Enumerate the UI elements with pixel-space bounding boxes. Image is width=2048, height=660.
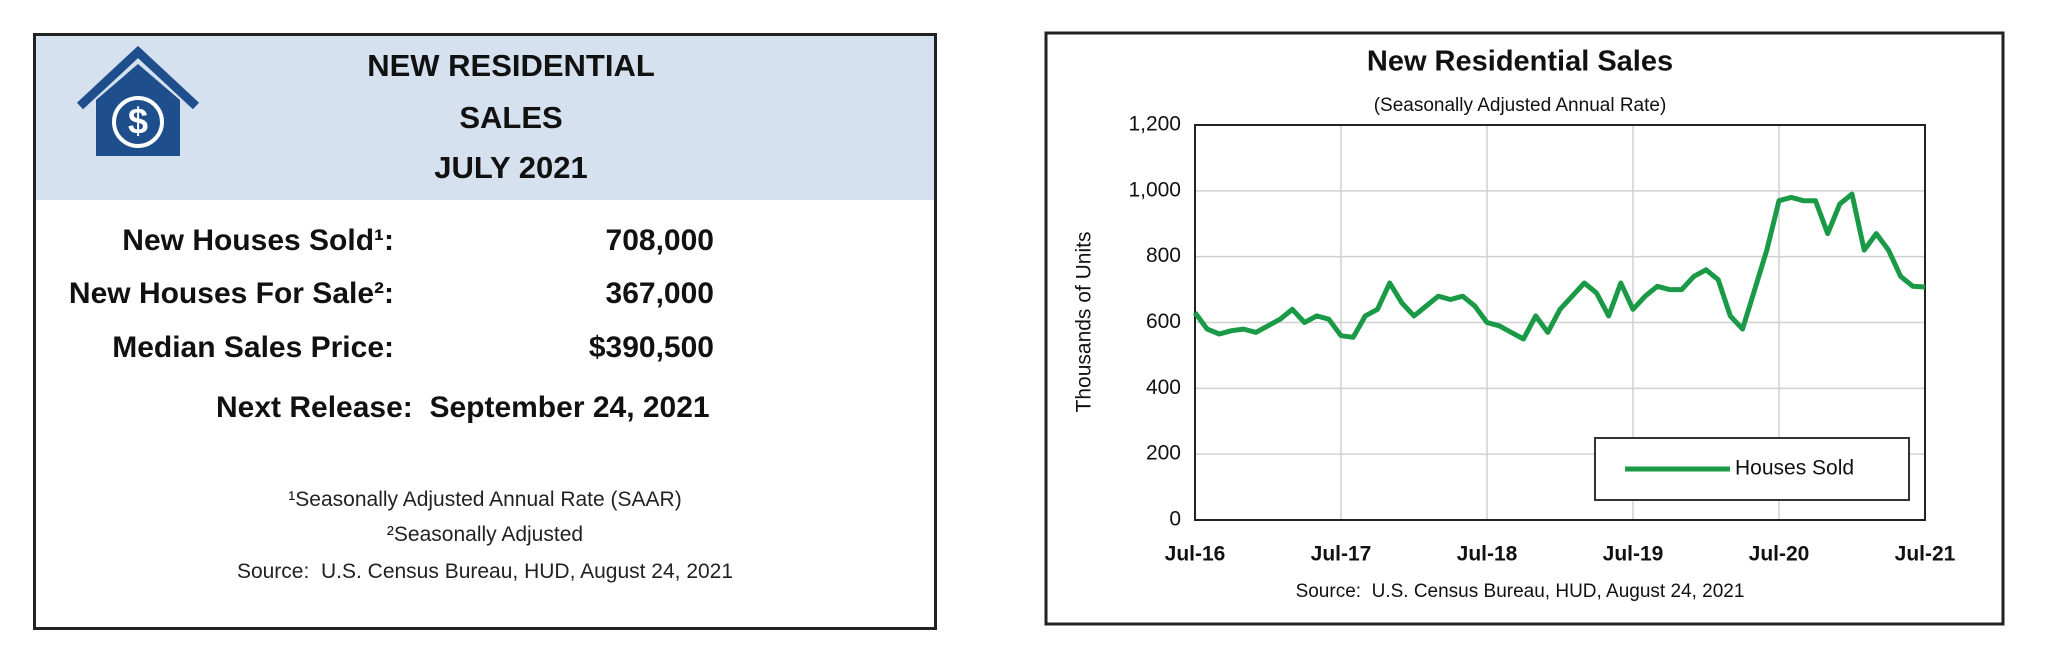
row-value: 367,000 xyxy=(605,277,714,310)
y-tick-label: 1,000 xyxy=(1128,178,1181,201)
house-icon: $ xyxy=(76,45,200,156)
legend-label: Houses Sold xyxy=(1735,457,1854,480)
series-line xyxy=(1192,191,1926,342)
header-title: JULY 2021 xyxy=(434,150,588,185)
row-value: $390,500 xyxy=(588,331,714,364)
y-tick-label: 600 xyxy=(1146,310,1181,333)
row-label: New Houses Sold¹: xyxy=(122,224,394,257)
x-tick-label: Jul-19 xyxy=(1603,543,1664,566)
x-tick-label: Jul-21 xyxy=(1895,543,1956,566)
y-tick-label: 200 xyxy=(1146,442,1181,465)
chart-frame xyxy=(1044,31,2005,626)
y-tick-label: 1,200 xyxy=(1128,113,1181,136)
svg-text:$: $ xyxy=(128,101,148,142)
plot-frame xyxy=(1194,124,1926,521)
y-tick-label: 400 xyxy=(1146,376,1181,399)
next-release: Next Release: September 24, 2021 xyxy=(216,391,710,424)
y-axis-label: Thousands of Units xyxy=(1073,232,1096,413)
x-tick-label: Jul-20 xyxy=(1749,543,1810,566)
source-note: Source: U.S. Census Bureau, HUD, August … xyxy=(1296,581,1745,602)
x-tick-label: Jul-16 xyxy=(1165,543,1226,566)
y-tick-label: 800 xyxy=(1146,244,1181,267)
y-tick-label: 0 xyxy=(1169,508,1181,531)
header-title: SALES xyxy=(459,100,563,135)
footnote: ²Seasonally Adjusted xyxy=(386,523,584,546)
row-label: Median Sales Price: xyxy=(112,331,394,364)
footnote: ¹Seasonally Adjusted Annual Rate (SAAR) xyxy=(288,488,682,511)
summary-panel: $ NEW RESIDENTIAL SALES JULY 2021 New Ho… xyxy=(33,33,937,630)
chart-title: New Residential Sales xyxy=(1367,46,1673,78)
x-tick-label: Jul-17 xyxy=(1311,543,1372,566)
row-label: New Houses For Sale²: xyxy=(68,277,394,310)
x-tick-label: Jul-18 xyxy=(1457,543,1518,566)
header-title: NEW RESIDENTIAL xyxy=(367,48,655,83)
header-band xyxy=(36,36,934,200)
row-value: 708,000 xyxy=(605,224,714,257)
chart-subtitle: (Seasonally Adjusted Annual Rate) xyxy=(1374,95,1667,116)
source-note: Source: U.S. Census Bureau, HUD, August … xyxy=(236,560,734,583)
